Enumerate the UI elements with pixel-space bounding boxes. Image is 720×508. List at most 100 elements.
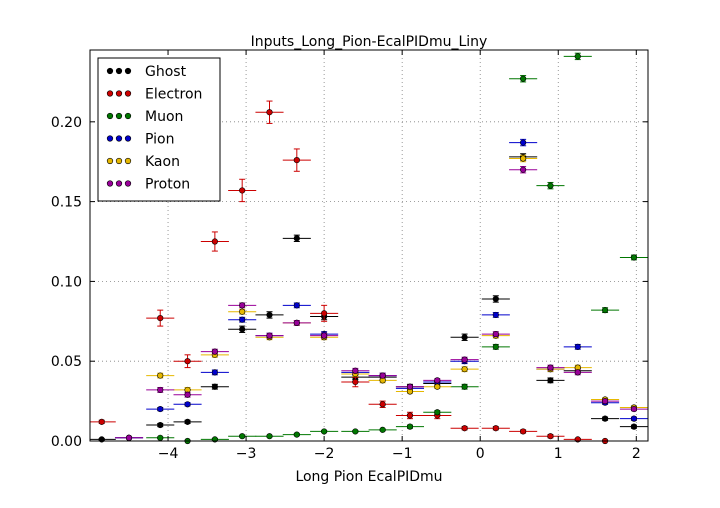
legend-marker bbox=[115, 67, 123, 75]
legend-label: Proton bbox=[145, 177, 190, 193]
data-point bbox=[157, 421, 164, 429]
x-tick-label: −1 bbox=[392, 446, 413, 462]
legend-marker bbox=[115, 112, 123, 120]
data-point bbox=[211, 348, 218, 355]
data-point bbox=[239, 308, 246, 315]
data-point bbox=[574, 369, 581, 376]
legend-marker bbox=[124, 112, 132, 120]
data-point bbox=[379, 426, 386, 433]
data-point bbox=[157, 434, 164, 441]
data-point bbox=[434, 409, 441, 416]
data-point bbox=[352, 367, 359, 374]
data-point bbox=[98, 418, 105, 425]
plot-area bbox=[90, 52, 648, 445]
x-tick-label: 0 bbox=[476, 446, 485, 462]
legend-marker bbox=[106, 90, 114, 97]
x-tick-label: −2 bbox=[314, 446, 335, 462]
data-point bbox=[157, 372, 164, 379]
data-point bbox=[239, 187, 246, 194]
legend-item-kaon: Kaon bbox=[106, 154, 180, 170]
legend-item-ghost: Ghost bbox=[106, 64, 187, 80]
legend-label: Kaon bbox=[145, 154, 180, 170]
legend-label: Pion bbox=[145, 132, 174, 148]
data-point bbox=[379, 401, 386, 408]
data-point bbox=[293, 319, 300, 327]
data-point bbox=[492, 425, 499, 432]
data-point bbox=[601, 307, 609, 314]
data-point bbox=[266, 433, 273, 440]
data-point bbox=[630, 423, 638, 430]
legend-marker bbox=[106, 180, 114, 187]
legend-marker bbox=[124, 90, 132, 97]
legend-label: Muon bbox=[145, 109, 183, 125]
legend-item-pion: Pion bbox=[106, 132, 174, 148]
data-point bbox=[379, 372, 386, 379]
data-point bbox=[574, 343, 581, 350]
x-axis-label: Long Pion EcalPIDmu bbox=[295, 469, 442, 485]
y-tick-label: 0.10 bbox=[51, 274, 82, 290]
data-point bbox=[184, 401, 191, 408]
data-point bbox=[574, 53, 581, 60]
data-point bbox=[266, 109, 273, 116]
data-point bbox=[211, 383, 218, 390]
legend-item-electron: Electron bbox=[106, 87, 202, 103]
legend-item-proton: Proton bbox=[106, 177, 190, 193]
data-point bbox=[492, 311, 499, 319]
data-point bbox=[547, 182, 554, 189]
data-point bbox=[211, 369, 218, 376]
data-point bbox=[239, 326, 246, 333]
legend-marker bbox=[124, 180, 132, 187]
data-point bbox=[461, 334, 468, 341]
legend-marker bbox=[106, 67, 114, 75]
data-point bbox=[406, 423, 414, 430]
data-point bbox=[239, 302, 246, 309]
x-tick-label: 2 bbox=[632, 446, 641, 462]
data-point bbox=[601, 398, 609, 405]
data-point bbox=[492, 295, 499, 303]
legend-marker bbox=[124, 67, 132, 75]
y-tick-label: 0.15 bbox=[51, 195, 82, 211]
data-point bbox=[630, 415, 638, 422]
data-point bbox=[406, 383, 414, 390]
data-point bbox=[547, 364, 554, 371]
data-point bbox=[125, 434, 133, 441]
data-point bbox=[157, 405, 164, 413]
series-muon bbox=[146, 52, 648, 445]
chart-title: Inputs_Long_Pion-EcalPIDmu_Liny bbox=[251, 34, 488, 50]
data-point bbox=[352, 428, 359, 435]
legend-label: Electron bbox=[145, 87, 202, 103]
data-point bbox=[630, 405, 638, 413]
data-point bbox=[520, 428, 527, 435]
data-point bbox=[520, 139, 527, 146]
data-point bbox=[184, 418, 191, 425]
data-point bbox=[601, 415, 609, 422]
data-point bbox=[406, 412, 414, 419]
legend-marker bbox=[106, 112, 114, 120]
legend-marker bbox=[115, 135, 123, 142]
legend-marker bbox=[115, 180, 123, 187]
data-point bbox=[492, 343, 499, 350]
series-proton bbox=[114, 166, 648, 441]
data-point bbox=[293, 431, 300, 438]
legend-box bbox=[97, 57, 221, 202]
data-point bbox=[266, 332, 273, 339]
data-point bbox=[157, 386, 164, 394]
legend-marker bbox=[124, 135, 132, 142]
x-tick-label: 1 bbox=[554, 446, 563, 462]
legend-marker bbox=[115, 90, 123, 97]
legend-label: Ghost bbox=[145, 64, 187, 80]
legend-item-muon: Muon bbox=[106, 109, 183, 125]
legend-marker bbox=[124, 157, 132, 165]
data-point bbox=[520, 166, 527, 173]
data-point bbox=[352, 378, 359, 386]
data-point bbox=[520, 75, 527, 82]
y-tick-label: 0.00 bbox=[51, 434, 82, 450]
data-point bbox=[321, 310, 328, 317]
data-point bbox=[293, 302, 300, 309]
data-point bbox=[321, 332, 328, 339]
axes-ticks: −4 −3 −2 −1 0 1 2 0.00 0.05 0.10 0.15 0.20 bbox=[51, 50, 648, 462]
data-point bbox=[461, 356, 468, 363]
data-point bbox=[520, 155, 527, 162]
